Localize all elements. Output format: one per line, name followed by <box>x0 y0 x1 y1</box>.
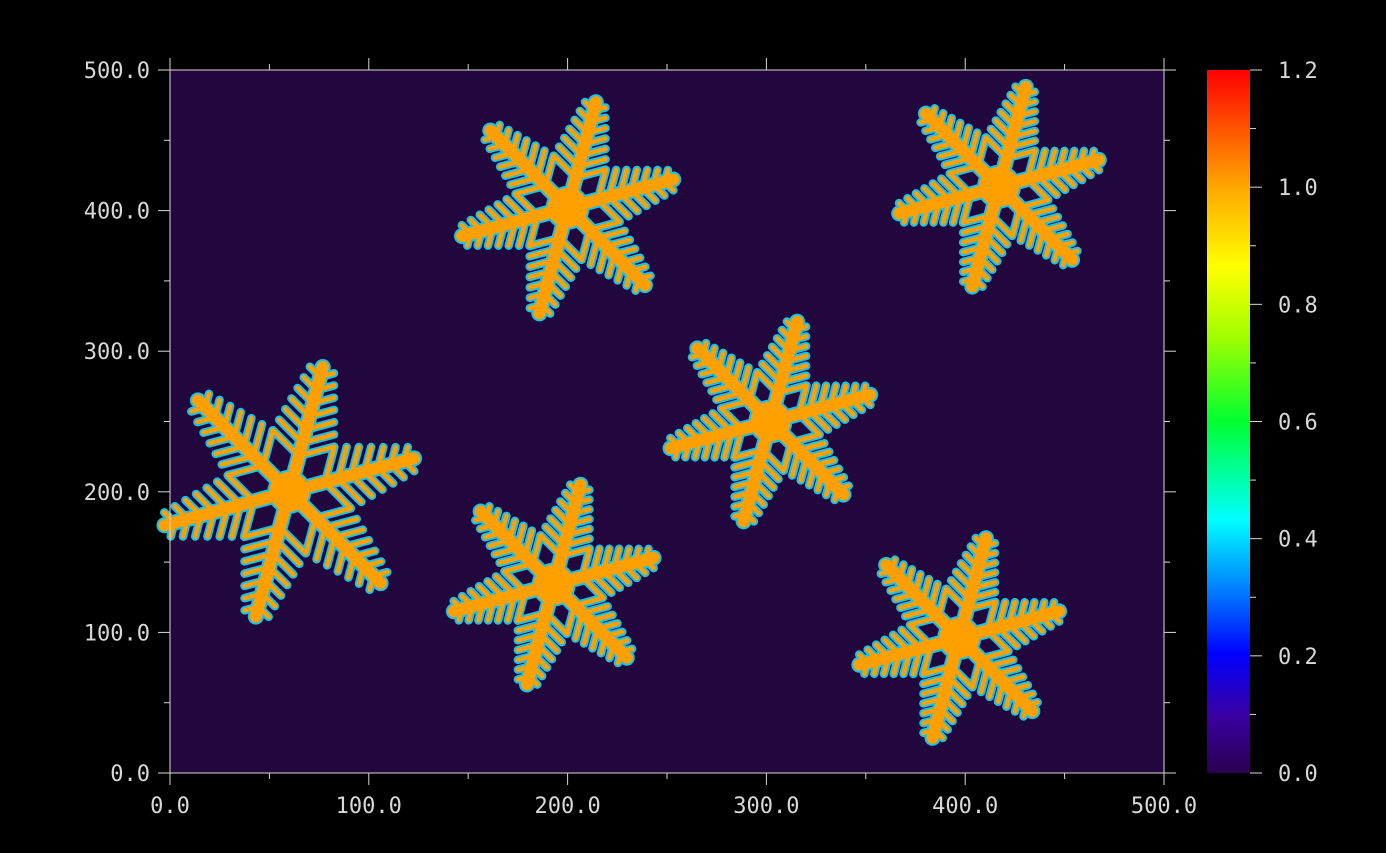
colorbar-tick-label: 1.2 <box>1278 59 1318 84</box>
crystals-layer <box>156 78 1107 746</box>
y-tick-label: 300.0 <box>84 340 150 365</box>
y-tick-label: 500.0 <box>84 59 150 84</box>
x-tick-label: 400.0 <box>932 794 998 819</box>
snowflake-crystal <box>851 530 1068 746</box>
x-tick-label: 200.0 <box>534 794 600 819</box>
x-tick-label: 0.0 <box>150 794 190 819</box>
colorbar-tick-label: 0.0 <box>1278 762 1318 787</box>
snowflake-crystal <box>662 313 879 530</box>
snowflake-crystal <box>445 476 662 693</box>
colorbar-tick-label: 0.4 <box>1278 528 1318 553</box>
colorbar-tick-label: 0.2 <box>1278 645 1318 670</box>
colorbar-tick-label: 0.6 <box>1278 411 1318 436</box>
snowflake-crystal <box>156 358 423 625</box>
y-tick-label: 100.0 <box>84 621 150 646</box>
axes: 0.00.0 100.0 100.0 200.0 200.0 300.0 300.0 400.… <box>84 58 1197 819</box>
y-tick-label: 0.0 <box>110 762 150 787</box>
x-tick-label: 300.0 <box>733 794 799 819</box>
y-tick-label: 200.0 <box>84 481 150 506</box>
x-tick-label: 500.0 <box>1131 794 1197 819</box>
x-tick-label: 100.0 <box>336 794 402 819</box>
colorbar-axis: 0.0 0.2 0.4 0.6 0.8 1.0 1.2 <box>1250 59 1318 787</box>
snowflake-crystal <box>453 94 682 322</box>
colorbar-tick-label: 1.0 <box>1278 176 1318 201</box>
colorbar <box>1207 70 1250 773</box>
snowflake-crystal <box>891 78 1107 295</box>
colorbar-tick-label: 0.8 <box>1278 293 1318 318</box>
y-tick-label: 400.0 <box>84 200 150 225</box>
